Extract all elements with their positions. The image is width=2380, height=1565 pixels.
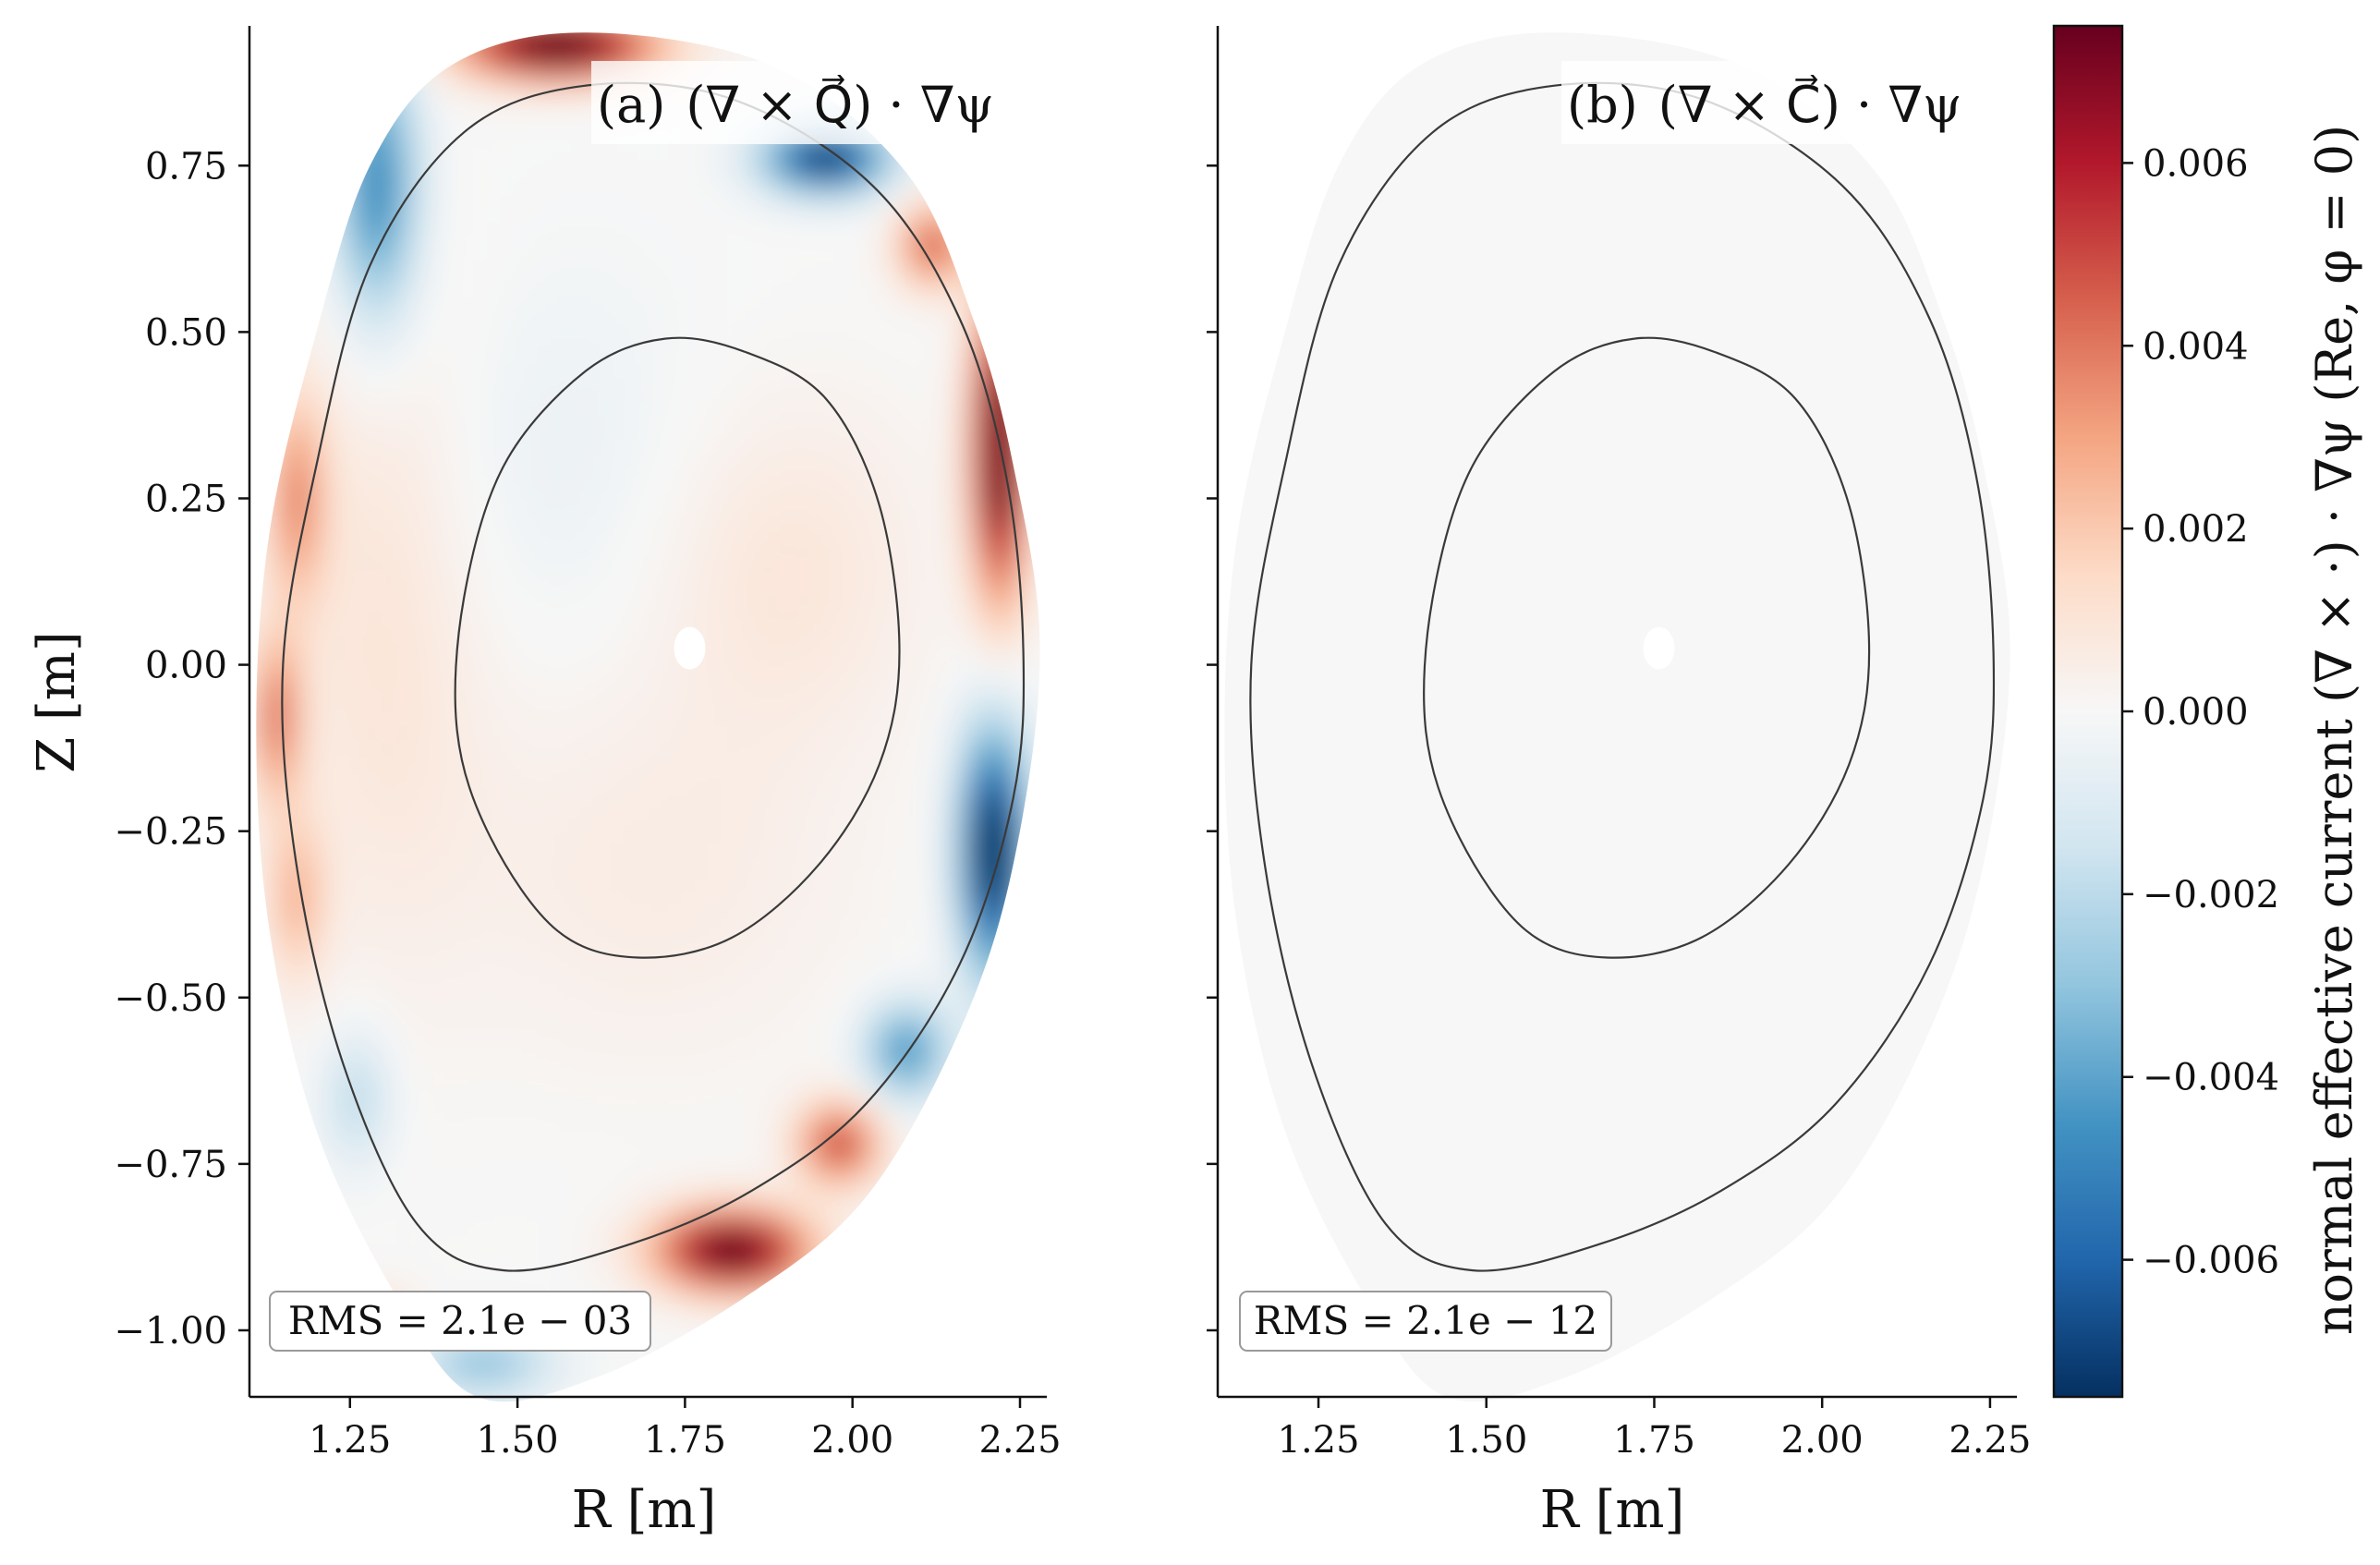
- panel-b: 1.25 1.50 1.75 2.00 2.25 (b) (∇ × C⃗) · ∇ψ RM…: [1207, 26, 2031, 1540]
- panel-a-axes: [248, 26, 1047, 1399]
- colorbar-gradient: [2052, 24, 2124, 1399]
- colorbar-tick-label: 0.004: [2143, 325, 2249, 368]
- colorbar-tick-label: 0.002: [2143, 508, 2249, 551]
- panel-a-rms-box: [269, 1291, 651, 1352]
- panel-a-x-tick-label: 1.25: [309, 1419, 391, 1462]
- panel-a-y-tick-label: −1.00: [114, 1310, 227, 1353]
- panel-b-title-box: [1561, 61, 1986, 144]
- panel-b-x-tick-label: 2.00: [1781, 1419, 1864, 1462]
- panel-b-y-ticks: [1207, 164, 1218, 1332]
- colorbar: 0.006 0.004 0.002 0.000 −0.002 −0.004 −0.006 n…: [2052, 24, 2363, 1399]
- panel-a-x-label: R [m]: [572, 1480, 717, 1540]
- panel-b-rms-box: [1239, 1291, 1612, 1352]
- panel-a-rms-label: RMS = 2.1e − 03: [288, 1298, 632, 1343]
- panel-b-rms-label: RMS = 2.1e − 12: [1254, 1298, 1597, 1343]
- colorbar-tick-label: 0.006: [2143, 142, 2249, 185]
- panel-a-flux-surface-2: [454, 336, 901, 959]
- colorbar-label: normal effective current (∇ × ·) · ∇ψ (R…: [2305, 125, 2363, 1335]
- colorbar-ticks: 0.006 0.004 0.002 0.000 −0.002 −0.004 −0.006: [2122, 142, 2279, 1282]
- panel-a-x-tick-label: 1.50: [477, 1419, 559, 1462]
- panel-a-x-tick-label: 2.00: [811, 1419, 893, 1462]
- panel-a-title: (a) (∇ × Q⃗) · ∇ψ: [597, 74, 994, 134]
- panel-b-x-tick-label: 1.50: [1445, 1419, 1527, 1462]
- panel-a-y-tick-label: −0.25: [114, 811, 227, 854]
- panel-a-x-ticks: 1.25 1.50 1.75 2.00 2.25: [309, 1397, 1062, 1462]
- panel-b-axes: [1216, 26, 2017, 1399]
- panel-a-y-tick-label: −0.50: [114, 977, 227, 1020]
- panel-a-flux-surface-1: [281, 81, 1026, 1272]
- panel-b-flux-surface-2: [1423, 336, 1871, 959]
- colorbar-tick-label: 0.000: [2143, 691, 2249, 734]
- panel-b-x-tick-label: 2.25: [1949, 1419, 2031, 1462]
- panel-b-title: (b) (∇ × C⃗) · ∇ψ: [1567, 74, 1961, 134]
- panel-a-y-tick-label: 0.00: [145, 645, 227, 687]
- panel-b-x-ticks: 1.25 1.50 1.75 2.00 2.25: [1278, 1397, 2031, 1462]
- panel-b-flux-contours: [1249, 81, 1996, 1272]
- panel-a-y-tick-label: −0.75: [114, 1144, 227, 1186]
- panel-a-y-tick-label: 0.25: [145, 478, 227, 520]
- panel-a-x-tick-label: 1.75: [644, 1419, 726, 1462]
- panel-a-flux-contours: [281, 81, 1026, 1272]
- panel-a-y-ticks: 0.75 0.50 0.25 0.00 −0.25 −0.50 −0.75 −1.00: [114, 145, 249, 1353]
- panel-a-x-tick-label: 2.25: [978, 1419, 1061, 1462]
- panel-b-x-tick-label: 1.25: [1278, 1419, 1360, 1462]
- colorbar-tick-label: −0.004: [2143, 1057, 2279, 1099]
- panel-a-title-box: [591, 61, 1016, 144]
- panel-a-field: [256, 32, 1040, 1402]
- colorbar-tick-label: −0.002: [2143, 874, 2279, 916]
- panel-b-x-tick-label: 1.75: [1613, 1419, 1695, 1462]
- panel-a-y-tick-label: 0.50: [145, 311, 227, 354]
- panel-a-y-label: Z [m]: [27, 631, 87, 773]
- panel-a-y-tick-label: 0.75: [145, 145, 227, 188]
- panel-a: 1.25 1.50 1.75 2.00 2.25 0.75 0.50 0.25 0.00 −0.…: [27, 26, 1062, 1540]
- panel-b-flux-surface-1: [1249, 81, 1996, 1272]
- colorbar-tick-label: −0.006: [2143, 1240, 2279, 1282]
- panel-b-x-label: R [m]: [1540, 1480, 1685, 1540]
- panel-b-field: [1224, 32, 2010, 1402]
